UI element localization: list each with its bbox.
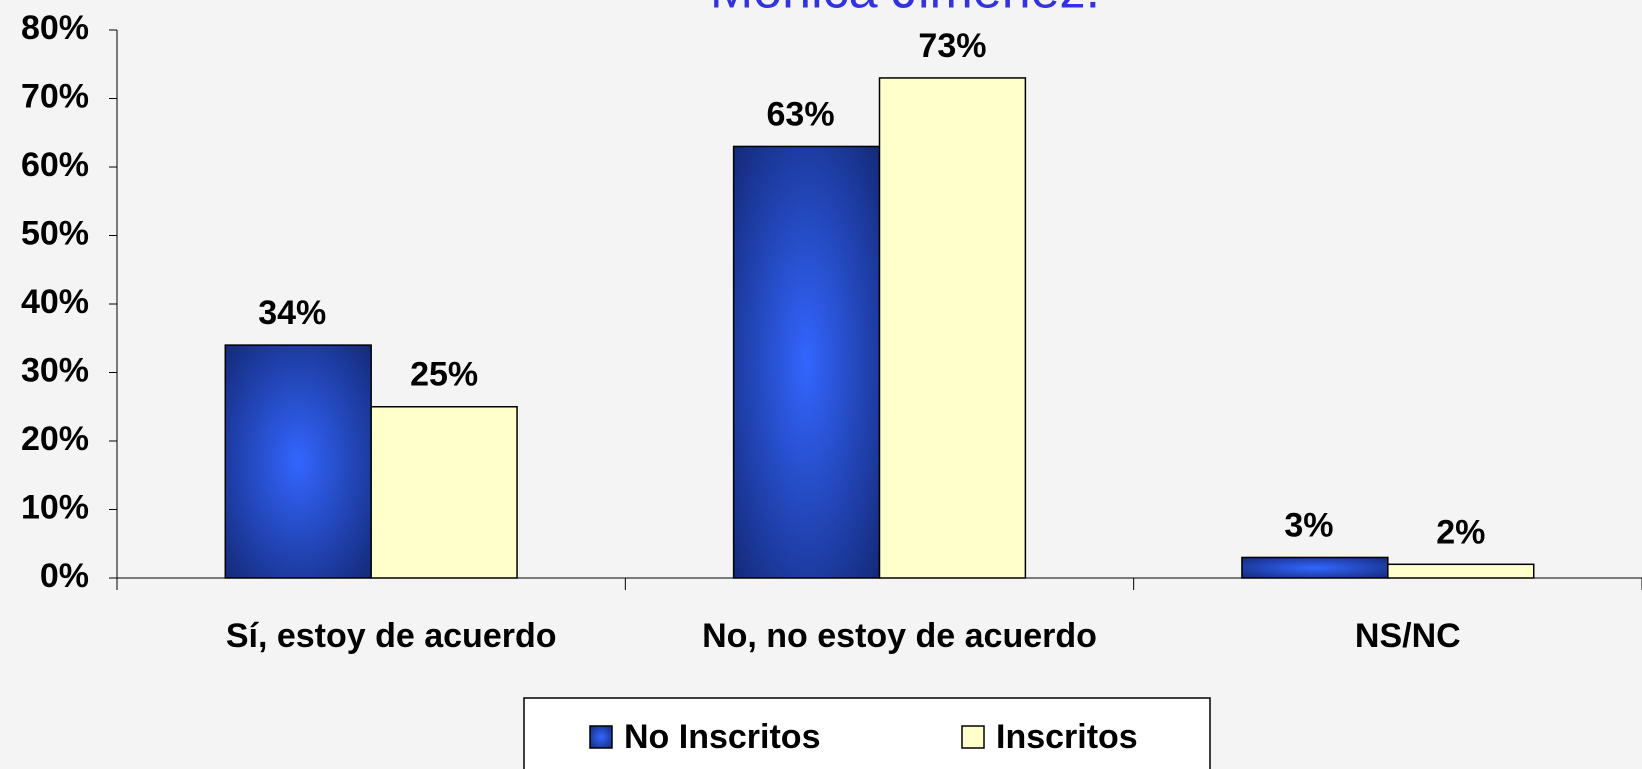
- bar: [370, 406, 518, 579]
- y-tick-label: 70%: [21, 77, 89, 115]
- x-tick-label: Sí, estoy de acuerdo: [226, 617, 557, 655]
- value-label: 63%: [767, 95, 835, 133]
- value-label: 25%: [410, 356, 478, 394]
- legend-swatch: [589, 725, 613, 749]
- bar: [1387, 563, 1535, 579]
- y-tick-label: 0%: [40, 557, 89, 595]
- value-label: 34%: [258, 294, 326, 332]
- bar: [732, 145, 881, 579]
- legend: [523, 697, 1211, 769]
- bar: [878, 77, 1027, 579]
- y-tick-label: 80%: [21, 9, 89, 47]
- y-tick-label: 10%: [21, 488, 89, 526]
- x-tick-label: NS/NC: [1355, 617, 1461, 655]
- legend-label: Inscritos: [996, 718, 1138, 756]
- bar: [1241, 556, 1389, 579]
- y-tick-label: 50%: [21, 214, 89, 252]
- value-label: 2%: [1436, 513, 1485, 551]
- legend-swatch: [961, 725, 985, 749]
- value-label: 73%: [918, 27, 986, 65]
- x-tick-label: No, no estoy de acuerdo: [702, 617, 1097, 655]
- bar: [224, 344, 372, 579]
- y-tick-label: 40%: [21, 283, 89, 321]
- chart-title: Mónica Jiménez.: [710, 0, 1100, 20]
- legend-label: No Inscritos: [624, 718, 820, 756]
- y-tick-label: 60%: [21, 146, 89, 184]
- y-tick-label: 30%: [21, 351, 89, 389]
- y-tick-label: 20%: [21, 420, 89, 458]
- value-label: 3%: [1284, 506, 1333, 544]
